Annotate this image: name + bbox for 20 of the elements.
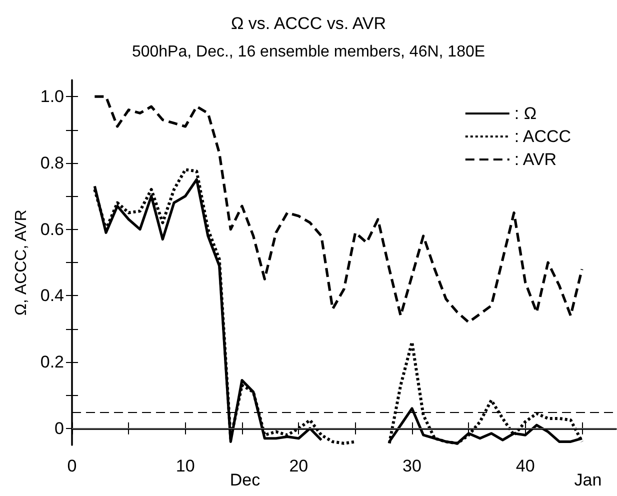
x-tick-label: 30 <box>402 456 422 476</box>
x-tick-label: 0 <box>67 456 77 476</box>
y-axis-title: Ω, ACCC, AVR <box>12 210 30 316</box>
x-tick-label: 20 <box>289 456 308 476</box>
y-tick-label: 0.4 <box>40 286 64 306</box>
y-tick-label: 0.2 <box>40 352 64 372</box>
text: Dec <box>230 470 261 490</box>
x-tick-label: 10 <box>176 456 195 476</box>
y-tick-label: 0.8 <box>40 153 64 172</box>
y-tick-label: 0.6 <box>40 220 64 239</box>
text: Jan <box>574 470 602 490</box>
y-tick-label: 1.0 <box>40 87 64 106</box>
y-tick-label: 0 <box>54 418 64 438</box>
chart-subtitle: 500hPa, Dec., 16 ensemble members, 46N, 180E <box>132 44 486 60</box>
line-series <box>93 95 584 324</box>
legend-label: : ACCC <box>514 127 572 146</box>
legend-label: : Ω <box>514 104 537 123</box>
chart-title: Ω vs. ACCC vs. AVR <box>230 14 386 33</box>
legend-label: : AVR <box>514 150 557 169</box>
x-tick-label: 40 <box>516 456 535 476</box>
